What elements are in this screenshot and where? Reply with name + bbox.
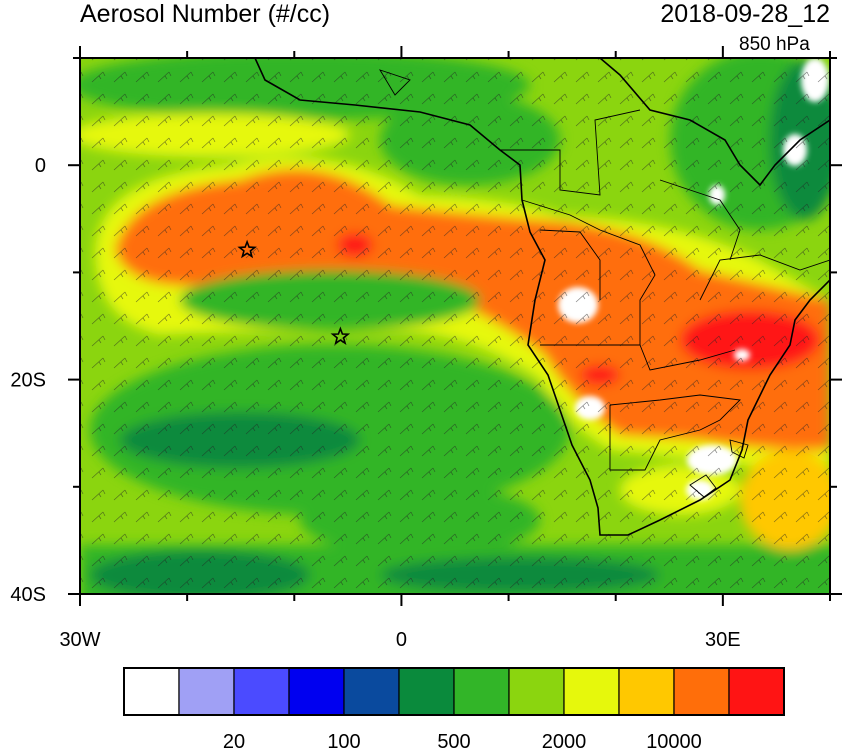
colorbar-label: 20 (223, 731, 245, 750)
axis-ticks: 30W 0 30E 0 20S 40S (10, 46, 842, 651)
colorbar-swatch (453, 667, 510, 716)
colorbar-label: 2000 (542, 731, 587, 750)
colorbar-swatch (673, 667, 730, 716)
map-datetime: 2018-09-28_12 (660, 0, 830, 28)
station-star-icon (330, 326, 351, 346)
colorbar-swatch (563, 667, 620, 716)
colorbar-swatch (618, 667, 675, 716)
coastlines (254, 58, 830, 536)
colorbar-swatch (178, 667, 235, 716)
y-tick-label: 40S (10, 584, 46, 606)
borders (378, 69, 830, 498)
colorbar-swatch (288, 667, 345, 716)
y-tick-label: 0 (35, 155, 46, 177)
colorbar-label: 500 (437, 731, 470, 750)
station-star-icon (237, 239, 257, 259)
colorbar-label: 10000 (646, 731, 702, 750)
station-markers (237, 239, 351, 346)
colorbar-swatch (728, 667, 785, 716)
x-tick-label: 30W (59, 629, 100, 651)
colorbar: 20 100 500 2000 10000 (123, 667, 785, 750)
x-tick-label: 30E (705, 629, 741, 651)
aerosol-field (80, 58, 830, 594)
map-frame (79, 57, 831, 595)
colorbar-swatch (233, 667, 290, 716)
pressure-level-label: 850 hPa (739, 34, 810, 55)
colorbar-frame (123, 667, 785, 716)
colorbar-swatch (343, 667, 400, 716)
x-tick-label: 0 (396, 629, 407, 651)
map-title: Aerosol Number (#/cc) (80, 0, 331, 28)
colorbar-swatch (398, 667, 455, 716)
colorbar-label: 100 (327, 731, 360, 750)
y-tick-label: 20S (10, 370, 46, 392)
colorbar-swatch (508, 667, 565, 716)
colorbar-swatch (123, 667, 180, 716)
